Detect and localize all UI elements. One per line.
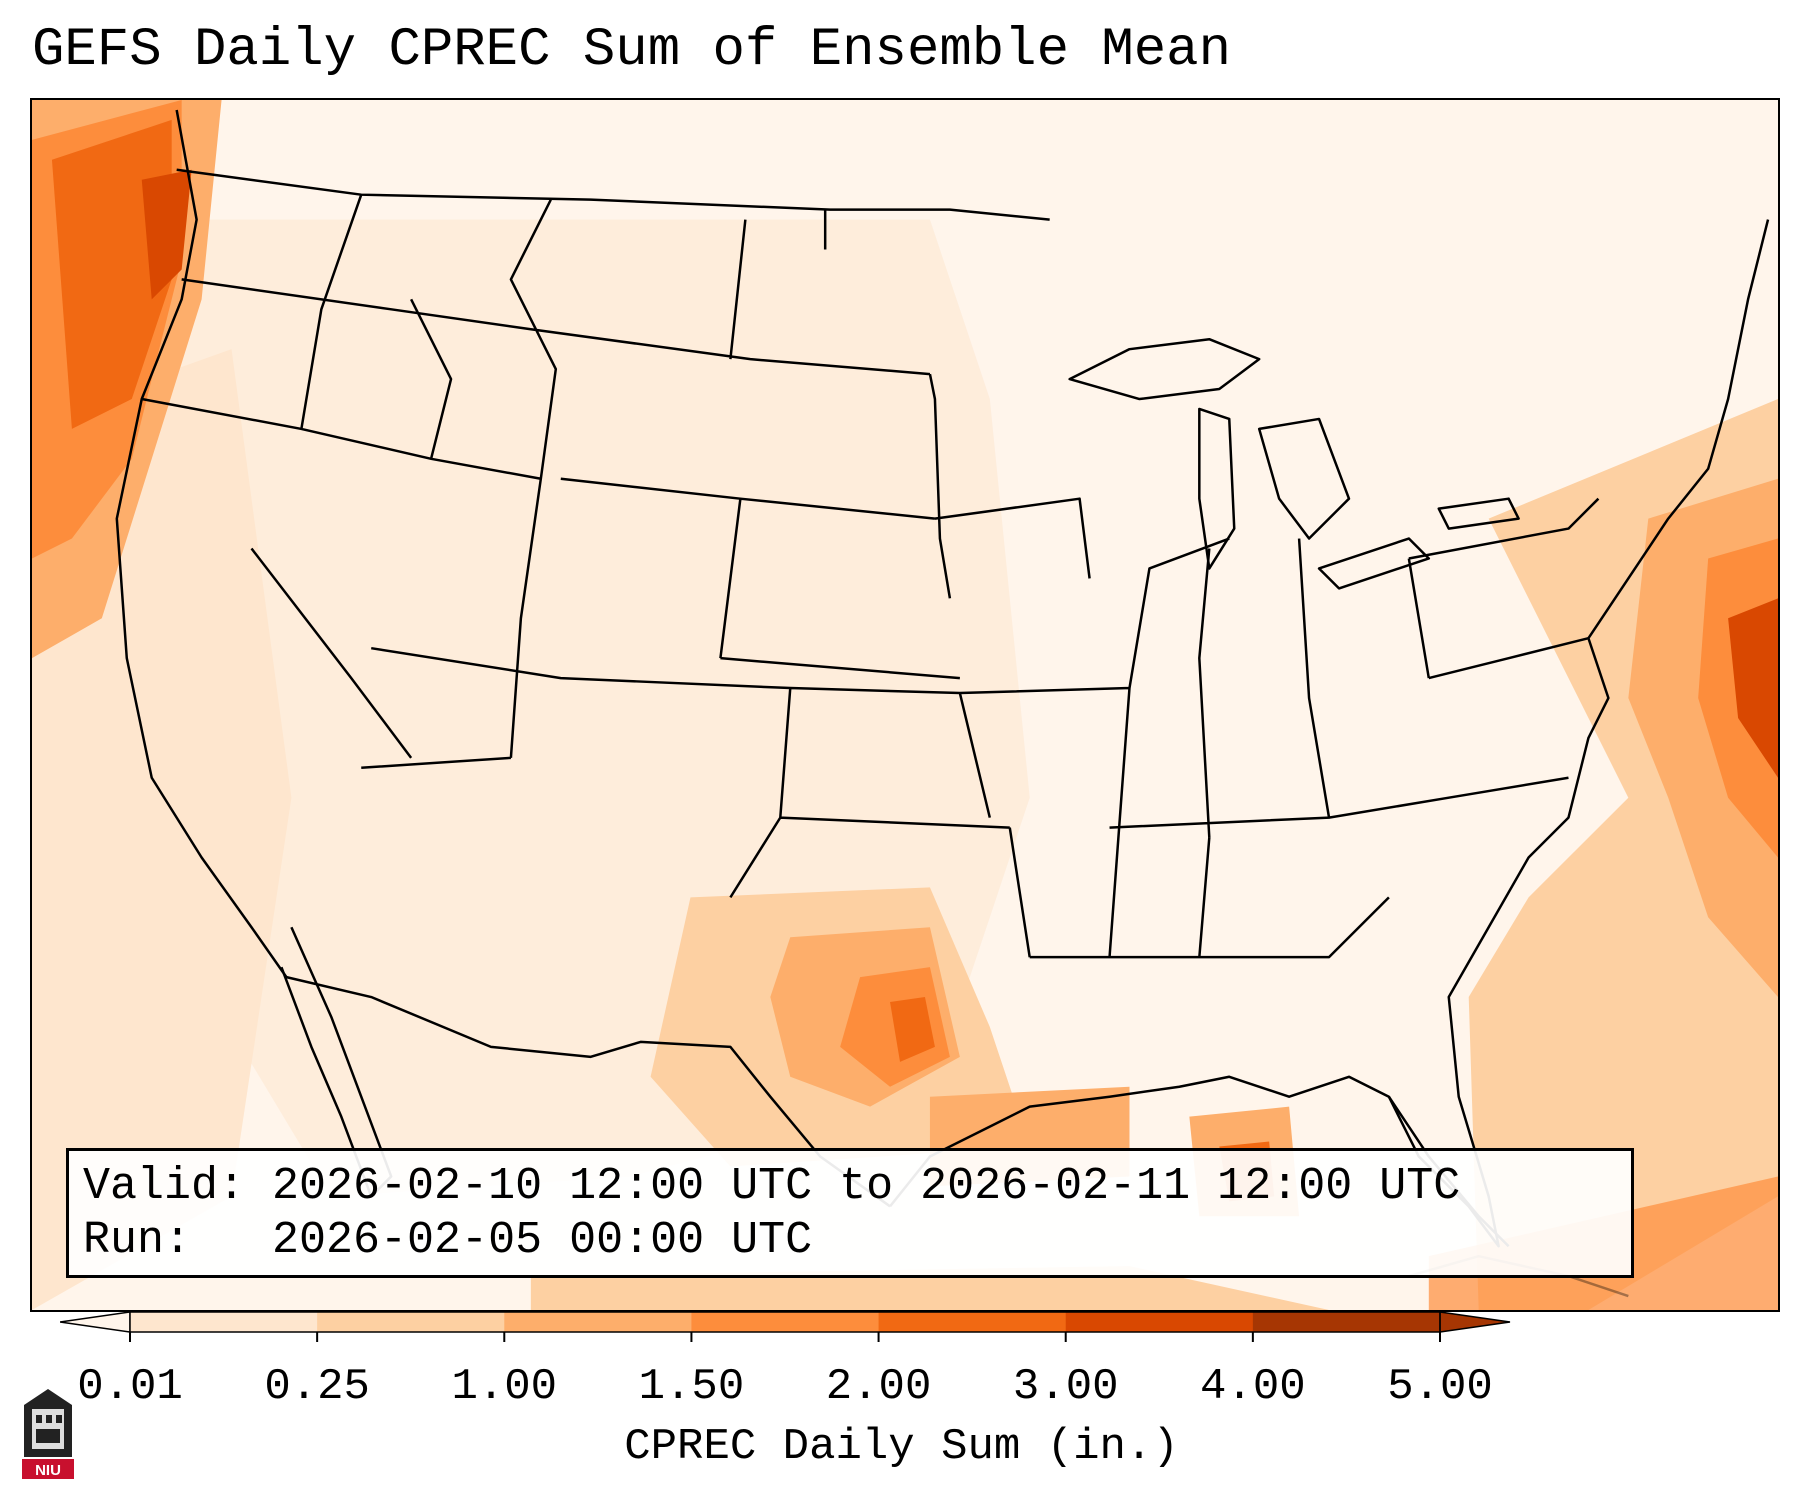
shade-pacific-nw-4	[141, 169, 192, 300]
colorbar-segment	[691, 1312, 880, 1332]
colorbar-segment	[504, 1312, 692, 1332]
colorbar-label: CPREC Daily Sum (in.)	[624, 1422, 1179, 1472]
colorbar-segment	[878, 1312, 1067, 1332]
colorbar-segments	[60, 1311, 1511, 1333]
colorbar-segment	[1252, 1312, 1441, 1332]
colorbar-segment	[1065, 1312, 1254, 1332]
lake-superior	[1068, 337, 1261, 401]
colorbar-ticks	[129, 1332, 1441, 1342]
gulf-coast	[889, 219, 1770, 1248]
colorbar-tick-label: 0.25	[264, 1362, 370, 1412]
colorbar-segment	[317, 1312, 505, 1332]
shade-texas-4	[890, 997, 935, 1062]
colorbar-outline	[129, 1311, 1441, 1333]
lake-huron	[1257, 417, 1351, 540]
precip-shading	[32, 100, 1778, 1310]
shade-pacific-nw-3	[51, 119, 172, 429]
state-lines	[141, 194, 1600, 959]
colorbar-tick-label: 2.00	[825, 1362, 932, 1412]
colorbar-extend-min	[60, 1311, 131, 1333]
colorbar-tick-label: 5.00	[1387, 1362, 1493, 1412]
colorbar	[60, 1311, 1511, 1342]
logo-text: NIU	[35, 1462, 61, 1479]
valid-run-info-box: Valid: 2026-02-10 12:00 UTC to 2026-02-1…	[66, 1148, 1634, 1278]
colorbar-tick-label: 1.00	[451, 1362, 558, 1412]
colorbar-tick-label: 4.00	[1200, 1362, 1306, 1412]
colorbar-tick-label: 1.50	[638, 1362, 745, 1412]
lake-michigan	[1198, 407, 1236, 570]
canada-border	[176, 168, 1050, 221]
precip-map	[32, 100, 1778, 1310]
shade-atlantic-4	[1728, 598, 1778, 778]
colorbar-tick-label: 0.01	[77, 1362, 183, 1412]
colorbar-segment	[130, 1312, 318, 1332]
lake-erie	[1317, 537, 1431, 590]
map-panel	[30, 98, 1780, 1312]
colorbar-extend-max	[1439, 1311, 1511, 1333]
niu-logo: NIU	[22, 1389, 74, 1479]
valid-time-text: Valid: 2026-02-10 12:00 UTC to 2026-02-1…	[83, 1161, 1461, 1212]
west-coast-line	[115, 109, 288, 978]
run-time-text: Run: 2026-02-05 00:00 UTC	[83, 1215, 813, 1266]
us-mexico-border	[286, 975, 891, 1208]
map-title: GEFS Daily CPREC Sum of Ensemble Mean	[32, 20, 1231, 81]
colorbar-tick-label: 3.00	[1012, 1362, 1119, 1412]
lake-ontario	[1437, 497, 1520, 530]
